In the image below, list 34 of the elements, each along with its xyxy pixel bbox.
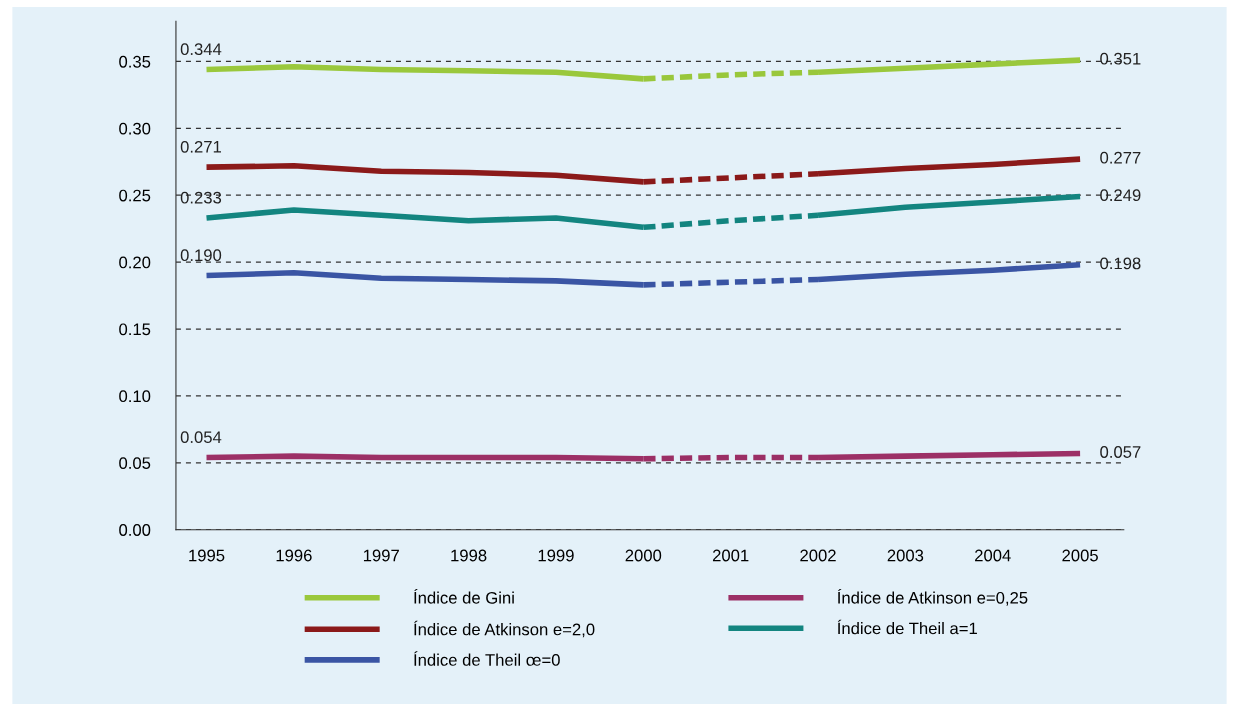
y-tick-label: 0.05 [119,457,151,470]
y-tick-label: 0.00 [119,524,151,536]
data-label: 0.277 [1100,151,1141,164]
x-tick-label: 2001 [712,549,749,562]
x-tick-label: 1996 [276,549,312,562]
data-label: 0.271 [180,140,221,153]
x-tick-label: 2002 [800,549,836,562]
x-tick-label: 2005 [1062,549,1098,562]
y-tick-label: 0.15 [119,323,151,336]
x-tick-label: 2003 [887,549,924,562]
x-tick-label: 2004 [975,549,1011,562]
data-label: 0.233 [180,191,222,204]
legend-label: Índice de Atkinson e=0,25 [837,589,1028,606]
data-label: 0.190 [180,249,222,262]
data-label: 0.249 [1100,189,1141,202]
y-tick-label: 0.35 [119,55,151,68]
legend-label: Índice de Atkinson e=2,0 [414,620,595,638]
data-label: 0.198 [1100,257,1141,270]
y-tick-label: 0.10 [119,390,151,403]
y-tick-label: 0.30 [119,122,151,135]
x-tick-label: 1999 [538,549,574,562]
legend-label: Índice de Theil a=1 [837,619,977,635]
data-label: 0.057 [1100,446,1141,458]
y-tick-label: 0.25 [119,189,151,202]
x-tick-label: 2000 [625,549,662,562]
legend-label: Índice de Theil œ=0 [414,651,560,666]
y-tick-label: 0.20 [119,256,151,269]
x-tick-label: 1997 [363,549,399,562]
data-label: 0.054 [180,431,222,444]
x-tick-label: 1998 [451,549,487,562]
data-label: 0.351 [1100,52,1141,65]
data-label: 0.344 [180,43,222,56]
x-tick-label: 1995 [189,549,225,562]
legend-label: Índice de Gini [414,589,514,604]
